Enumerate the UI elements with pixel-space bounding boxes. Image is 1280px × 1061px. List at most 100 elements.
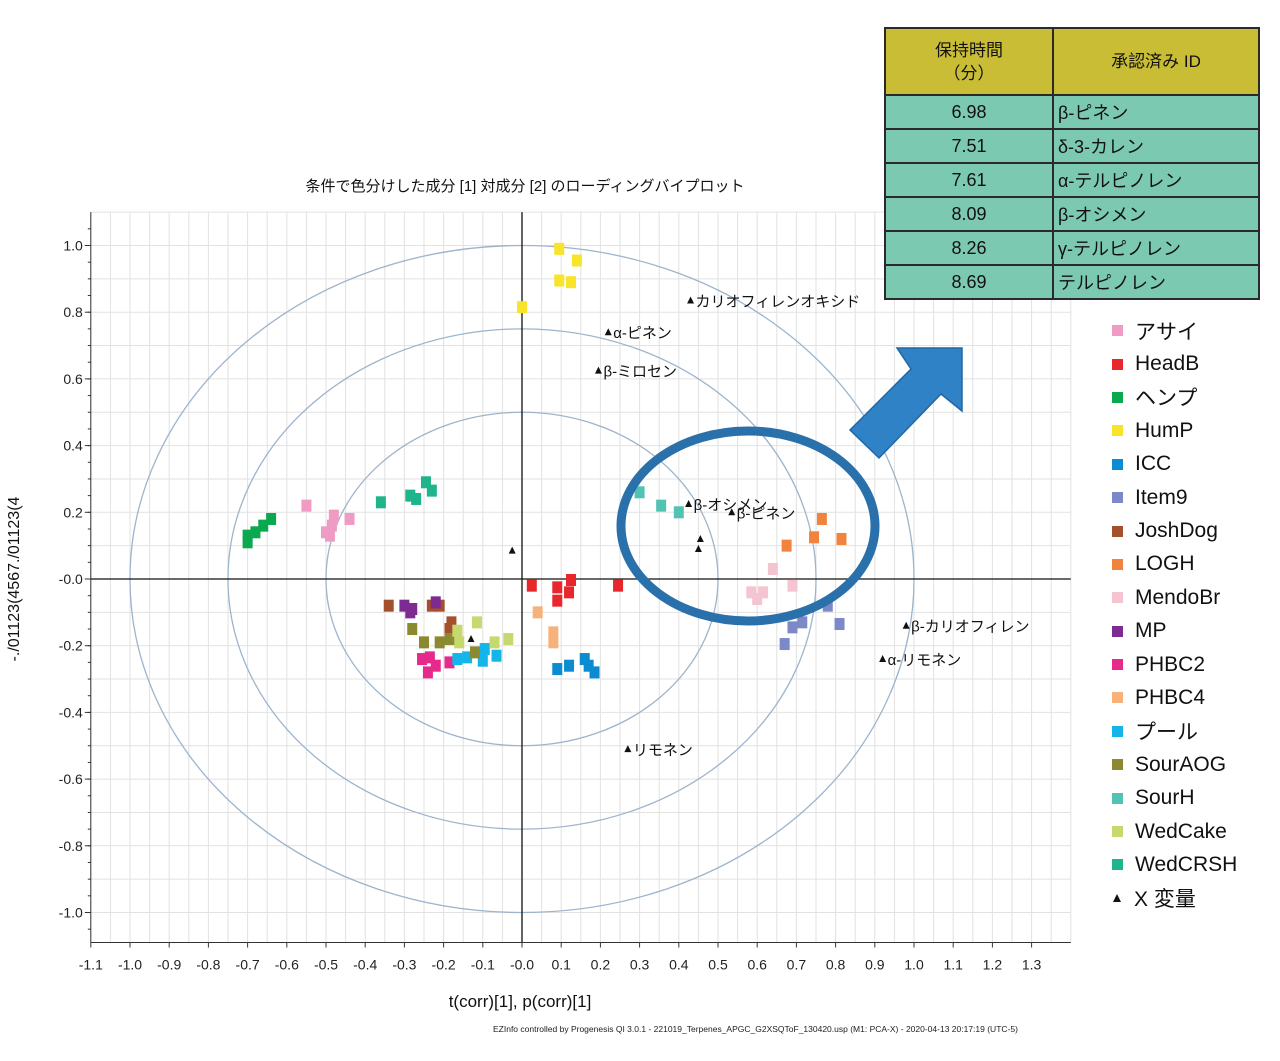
data-point-PHBC4 [532, 606, 543, 619]
y-tick-label: -0.6 [59, 771, 83, 787]
x-tick-label: -0.3 [392, 957, 416, 973]
legend-swatch [1112, 325, 1123, 337]
data-point-JoshDog [444, 623, 455, 636]
data-point-Item9 [787, 621, 798, 634]
legend-label: ICC [1135, 452, 1172, 476]
legend-item: アサイ [1108, 314, 1237, 347]
data-point-SourAOG [434, 636, 445, 649]
legend-item: MendoBr [1108, 581, 1237, 614]
data-point-ICC [552, 663, 563, 676]
legend-item: JoshDog [1108, 514, 1237, 547]
x-axis-label: t(corr)[1], p(corr)[1] [448, 992, 592, 1011]
legend-swatch [1112, 692, 1123, 704]
data-point-WedCake [452, 624, 463, 637]
data-point-WedCRSH [375, 496, 386, 509]
arrow-icon [848, 347, 963, 460]
data-point-MendoBr [752, 593, 763, 606]
data-point-アサイ [301, 499, 312, 512]
data-point-ヘンプ [242, 536, 253, 549]
x-tick-label: -0.9 [157, 957, 181, 973]
x-tick-label: -0.8 [196, 957, 220, 973]
x-tick-label: 1.0 [904, 957, 924, 973]
legend-label: PHBC2 [1135, 652, 1206, 676]
legend-label: JoshDog [1135, 519, 1218, 543]
x-tick-label: 0.9 [865, 957, 885, 973]
data-point-HeadB [613, 579, 624, 592]
legend-swatch [1112, 425, 1123, 437]
data-point-JoshDog [446, 616, 457, 629]
legend-label: MP [1135, 619, 1167, 643]
legend-swatch [1112, 525, 1123, 537]
legend-label: アサイ [1135, 320, 1198, 344]
data-point-MendoBr [746, 586, 757, 599]
x-variable-marker [728, 508, 736, 516]
legend-item: ヘンプ [1108, 381, 1237, 414]
x-variable-marker [687, 296, 695, 304]
y-tick-label: 0.6 [63, 371, 83, 387]
data-point-HumP [571, 254, 582, 267]
x-tick-label: 1.1 [943, 957, 963, 973]
data-point-アサイ [344, 512, 355, 525]
legend-item: PHBC4 [1108, 681, 1237, 714]
data-point-JoshDog [383, 599, 394, 612]
x-tick-label: -0.6 [275, 957, 299, 973]
x-variable-marker [624, 745, 632, 753]
data-point-SourAOG [419, 636, 429, 649]
data-point-PHBC2 [424, 651, 435, 664]
data-point-MendoBr [767, 562, 778, 575]
data-point-SourAOG [407, 623, 418, 636]
x-variable-label: α-ピネン [613, 325, 672, 342]
x-variable-marker [696, 534, 704, 542]
legend-swatch [1112, 592, 1123, 604]
x-variable-label: β-ミロセン [603, 364, 677, 381]
x-variable-label: β-ピネン [737, 505, 796, 522]
x-tick-label: -0.0 [510, 957, 534, 973]
time-cell: 8.26 [884, 230, 1054, 266]
data-point-HumP [566, 276, 576, 289]
triangle-icon [1113, 894, 1121, 903]
time-cell: 7.61 [884, 162, 1054, 198]
x-variable-label: β-カリオフィレン [911, 619, 1029, 636]
legend-label: WedCRSH [1135, 852, 1238, 876]
table-row: 8.09 β-オシメン [884, 196, 1260, 232]
legend-swatch [1112, 859, 1123, 871]
highlight-ellipse [616, 426, 880, 626]
data-point-HumP [517, 301, 527, 314]
legend-item: Item9 [1108, 481, 1237, 514]
legend-label: プール [1135, 721, 1198, 745]
legend-item: プール [1108, 715, 1237, 748]
data-point-SourAOG [444, 633, 455, 646]
legend-label: X 変量 [1134, 888, 1196, 912]
legend-swatch [1112, 458, 1123, 470]
data-point-WedCRSH [426, 484, 437, 497]
x-tick-label: -0.5 [314, 957, 338, 973]
data-point-MP [399, 599, 410, 612]
data-point-PHBC2 [417, 653, 428, 666]
data-point-ヘンプ [250, 526, 261, 539]
data-point-MP [405, 606, 416, 619]
legend-label: WedCake [1135, 819, 1227, 843]
legend: アサイ HeadB ヘンプ HumP ICC Item9 JoshDog LOGH MendoB… [1108, 314, 1237, 915]
id-cell: δ-3-カレン [1052, 128, 1260, 164]
legend-label: MendoBr [1135, 585, 1221, 609]
data-point-LOGH [809, 531, 820, 544]
x-variable-marker [508, 546, 516, 554]
data-point-LOGH [836, 532, 847, 545]
legend-label: LOGH [1135, 552, 1195, 576]
id-cell: テルピノレン [1052, 264, 1260, 300]
x-tick-label: -0.2 [432, 957, 456, 973]
table-row: 7.61 α-テルピノレン [884, 162, 1260, 198]
legend-label: Item9 [1135, 485, 1188, 509]
y-tick-label: 1.0 [63, 238, 83, 254]
data-point-アサイ [328, 509, 339, 522]
data-point-プール [479, 643, 490, 656]
legend-label: HeadB [1135, 352, 1200, 376]
legend-swatch [1112, 358, 1123, 370]
data-point-PHBC2 [430, 659, 441, 672]
time-cell: 8.69 [884, 264, 1054, 300]
x-variable-marker [604, 328, 612, 336]
data-point-PHBC2 [444, 656, 455, 669]
data-point-WedCRSH [405, 489, 416, 502]
data-point-WedCake [503, 633, 514, 646]
legend-item: MP [1108, 615, 1237, 648]
